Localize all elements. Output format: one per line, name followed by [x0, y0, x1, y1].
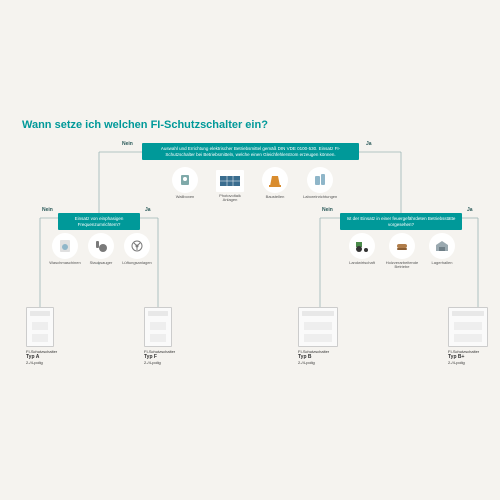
warehouse-icon: Lagerhallen [425, 233, 459, 265]
construction-icon: Baustellen [258, 167, 292, 199]
pv-icon: Photovoltaik Anlagen [213, 170, 247, 203]
device-a-poles: 2-/4-polig [26, 360, 43, 365]
wood-icon: Holzverarbeitende Betriebe [385, 233, 419, 270]
device-typ-a: FI-Schutzschalter Typ A 2-/4-polig [26, 307, 74, 365]
left-yes-label: Ja [145, 207, 151, 213]
right-yes-label: Ja [467, 207, 473, 213]
device-f-typ: Typ F [144, 354, 157, 360]
device-bp-typ: Typ B+ [448, 354, 464, 360]
tractor-icon: Landwirtschaft [345, 233, 379, 265]
device-b-poles: 2-/4-polig [298, 360, 315, 365]
right-no-label: Nein [322, 207, 333, 213]
device-typ-f: FI-Schutzschalter Typ F 2-/4-polig [144, 307, 192, 365]
vacuum-icon: Staubsauger [84, 233, 118, 265]
device-typ-bplus: FI-Schutzschalter Typ B+ 2-/4-polig [448, 307, 496, 365]
wallbox-icon: Wallboxen [168, 167, 202, 199]
left-question-box: Einsatz von einphasigen Frequenzumrichte… [58, 213, 140, 230]
diagram-canvas: Wann setze ich welchen FI-Schutzschalter… [0, 105, 500, 395]
root-no-label: Nein [122, 141, 133, 147]
page-title: Wann setze ich welchen FI-Schutzschalter… [22, 119, 268, 131]
right-question-box: Ist der Einsatz in einer feuergefährdete… [340, 213, 462, 230]
device-bp-poles: 2-/4-polig [448, 360, 465, 365]
lab-icon: Laboreinrichtungen [303, 167, 337, 199]
washer-icon: Waschmaschinen [48, 233, 82, 265]
root-question-box: Auswahl und Errichtung elektrischer Betr… [142, 143, 359, 160]
left-no-label: Nein [42, 207, 53, 213]
device-f-poles: 2-/4-polig [144, 360, 161, 365]
device-a-typ: Typ A [26, 354, 39, 360]
fan-icon: Lüftungsanlagen [120, 233, 154, 265]
root-yes-label: Ja [366, 141, 372, 147]
device-typ-b: FI-Schutzschalter Typ B 2-/4-polig [298, 307, 346, 365]
device-b-typ: Typ B [298, 354, 312, 360]
